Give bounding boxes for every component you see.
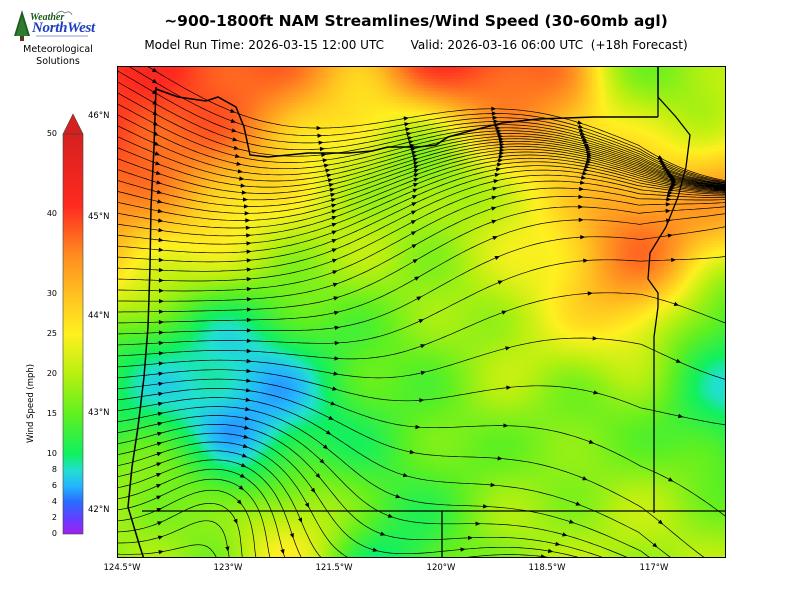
- lat-label-42: 42°N: [88, 505, 110, 515]
- colorbar-tick: 25: [46, 329, 57, 338]
- colorbar-tick: 4: [51, 497, 57, 506]
- state-borders-layer: [127, 67, 725, 557]
- chart-title: ~900-1800ft NAM Streamlines/Wind Speed (…: [164, 12, 668, 30]
- colorbar-tick: 8: [51, 465, 57, 474]
- wind-speed-field: [118, 67, 725, 557]
- colorbar-tick: 0: [51, 529, 57, 538]
- lon-label-117: 117°W: [639, 563, 669, 573]
- colorbar-extend-arrow: [62, 113, 84, 135]
- colorbar-tick: 30: [46, 289, 57, 298]
- lat-label-43: 43°N: [88, 408, 110, 418]
- coastline: [127, 86, 157, 557]
- chart-subtitle: Model Run Time: 2026-03-15 12:00 UTC Val…: [144, 38, 688, 52]
- colorbar-tick: 2: [51, 513, 57, 522]
- colorbar-tick: 10: [46, 449, 57, 458]
- lat-label-45: 45°N: [88, 212, 110, 222]
- lat-label-46: 46°N: [88, 111, 110, 121]
- colorbar-tick: 20: [46, 369, 57, 378]
- colorbar-tick: 50: [46, 129, 57, 138]
- lon-label-118-5: 118.5°W: [528, 563, 566, 573]
- columbia-river-border: [155, 88, 658, 158]
- colorbar-tick: 6: [51, 481, 57, 490]
- colorbar-tick: 40: [46, 209, 57, 218]
- lon-label-124-5: 124.5°W: [103, 563, 141, 573]
- lon-label-121-5: 121.5°W: [315, 563, 353, 573]
- logo-subtitle-line2: Solutions: [36, 56, 80, 67]
- colorbar: 0 2 4 6 8 10 15 20 25 30 40 50 Wind Spee…: [0, 110, 100, 540]
- idaho-border: [647, 67, 691, 513]
- logo-northwest-text: NorthWest: [32, 20, 95, 36]
- streamline: [118, 67, 725, 557]
- tree-logo-icon: [14, 10, 88, 41]
- colorbar-graphic: [62, 113, 84, 535]
- lon-label-120: 120°W: [426, 563, 456, 573]
- logo-weather-text: Weather: [30, 12, 65, 23]
- streamline-arrow: [151, 67, 684, 557]
- logo-subtitle-line1: Meteorological: [23, 44, 93, 55]
- colorbar-label: Wind Speed (mph): [26, 363, 36, 443]
- lon-label-123: 123°W: [213, 563, 243, 573]
- wind-speed-map: [117, 66, 726, 558]
- lat-label-44: 44°N: [88, 311, 110, 321]
- logo: Weather NorthWest Meteorological Solutio…: [8, 6, 108, 70]
- streamlines-layer: [118, 67, 725, 557]
- colorbar-tick: 15: [46, 409, 57, 418]
